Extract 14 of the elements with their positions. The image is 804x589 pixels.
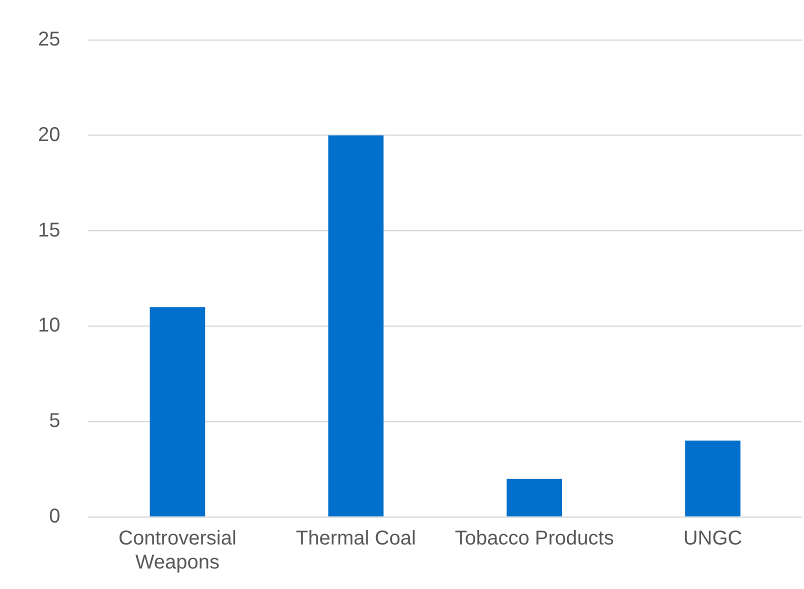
bar xyxy=(685,440,740,516)
y-tick-label: 5 xyxy=(49,410,60,432)
x-tick-label: UNGC xyxy=(683,528,742,550)
x-tick-label: Controversial Weapons xyxy=(118,528,236,574)
y-tick-label: 0 xyxy=(49,506,60,528)
y-tick-label: 10 xyxy=(38,314,60,337)
bar xyxy=(150,307,206,516)
y-tick-label: 20 xyxy=(38,124,60,146)
y-tick-label: 25 xyxy=(38,28,60,51)
bar xyxy=(328,135,384,516)
bar xyxy=(506,478,562,516)
y-tick-label: 15 xyxy=(38,219,60,242)
x-tick-label: Thermal Coal xyxy=(296,528,416,550)
x-tick-label: Tobacco Products xyxy=(454,528,614,550)
